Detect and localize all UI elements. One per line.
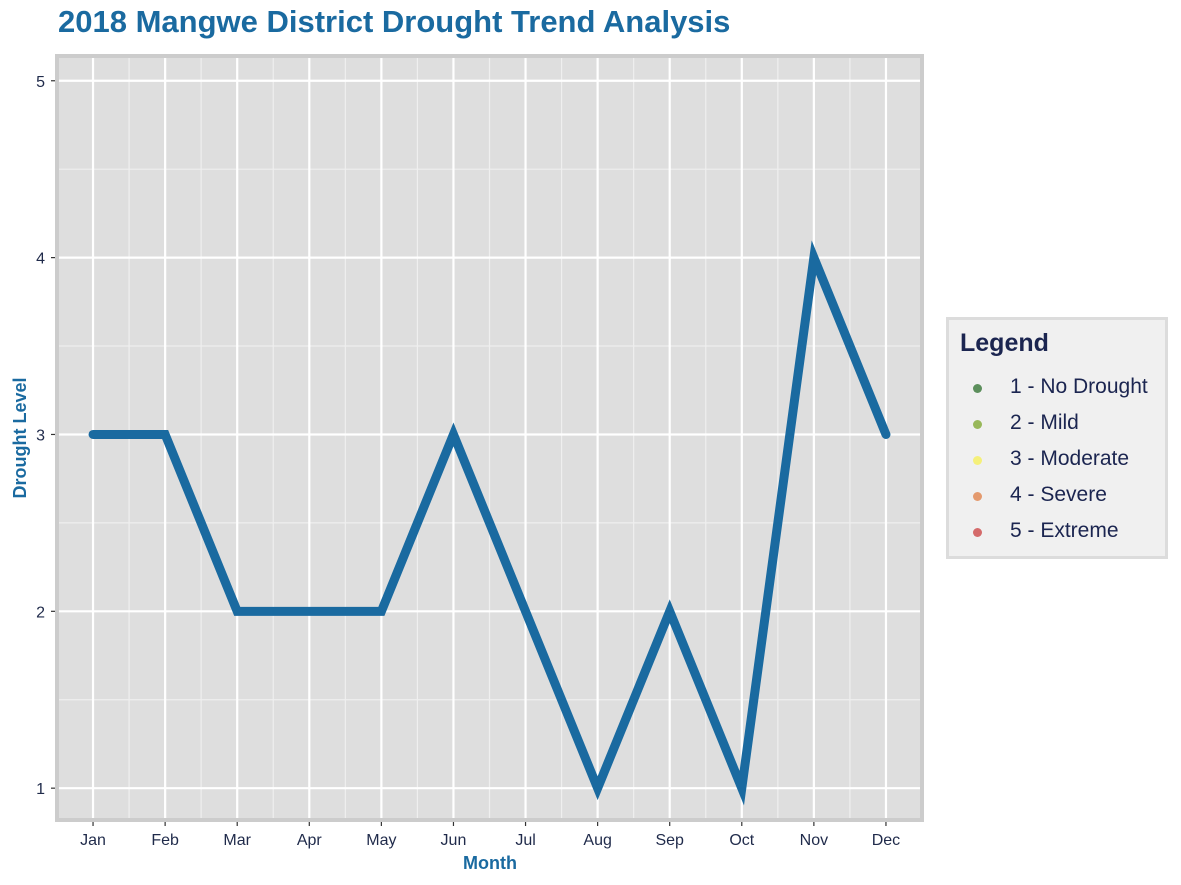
y-tick-label: 4 [36,251,45,268]
x-axis-title: Month [463,853,517,873]
legend-dot [973,420,982,429]
y-tick-label: 5 [36,74,45,91]
minor-gridlines [59,58,920,818]
legend-title: Legend [960,329,1049,357]
x-tick-label: Oct [729,832,754,849]
y-tick-labels: 1 2 3 4 5 [36,74,45,798]
legend-item-moderate: 3 - Moderate [949,443,1165,479]
y-tick-label: 3 [36,427,45,444]
legend-item-extreme: 5 - Extreme [949,515,1165,551]
legend-label: 3 - Moderate [1010,447,1130,470]
x-tick-label: Jun [441,832,467,849]
legend-dot [973,456,982,465]
legend-label: 5 - Extreme [1010,519,1119,542]
x-tick-label: Jul [515,832,535,849]
x-tick-label: Apr [297,832,323,849]
x-tick-label: Mar [223,832,251,849]
legend-label: 1 - No Drought [1010,375,1148,398]
legend-dot [973,384,982,393]
y-tick-label: 2 [36,604,45,621]
x-tick-label: Feb [151,832,179,849]
x-tick-label: May [366,832,396,849]
drought-level-line [88,240,891,806]
x-tick-label: Jan [80,832,106,849]
x-tick-label: Nov [800,832,828,849]
legend: Legend 1 - No Drought 2 - Mild 3 - Moder… [946,317,1168,559]
y-tick-label: 1 [36,781,45,798]
y-axis-title: Drought Level [10,377,30,498]
legend-dot [973,528,982,537]
legend-item-mild: 2 - Mild [949,407,1165,443]
x-tick-label: Aug [583,832,611,849]
chart-title: 2018 Mangwe District Drought Trend Analy… [58,4,731,39]
legend-item-severe: 4 - Severe [949,479,1165,515]
legend-dot [973,492,982,501]
axis-ticks [51,80,887,826]
legend-label: 2 - Mild [1010,411,1079,434]
series-layer [88,240,891,806]
x-tick-label: Dec [872,832,900,849]
x-tick-labels: Jan Feb Mar Apr May Jun Jul Aug Sep Oct Nov Dec [80,832,900,849]
x-tick-label: Sep [655,832,684,849]
legend-label: 4 - Severe [1010,483,1107,506]
legend-item-no-drought: 1 - No Drought [949,371,1165,407]
